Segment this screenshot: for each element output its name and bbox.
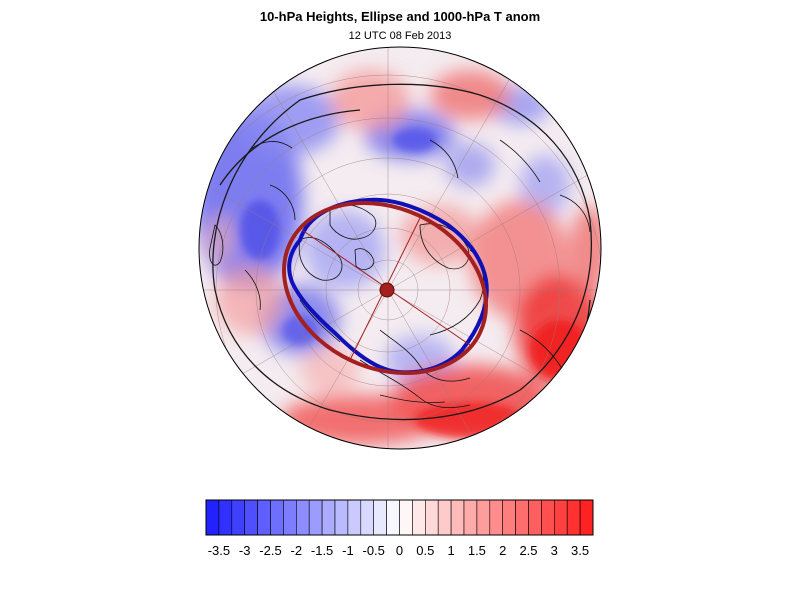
colorbar-cell (231, 499, 246, 536)
colorbar-cell (218, 499, 233, 536)
map-title: 10-hPa Heights, Ellipse and 1000-hPa T a… (259, 9, 541, 24)
colorbar-cell (463, 499, 478, 536)
colorbar-outline (205, 499, 594, 536)
anomaly-field (199, 47, 601, 449)
colorbar-cell (412, 499, 426, 536)
colorbar-cell (528, 499, 542, 536)
colorbar-tick-label: 2.5 (519, 543, 538, 558)
colorbar-cell (270, 499, 284, 536)
colorbar-cell (566, 499, 581, 536)
colorbar-tick-label: -2.5 (259, 543, 282, 558)
globe-outline (198, 46, 602, 450)
ellipse-center-marker (379, 282, 395, 298)
colorbar-tick-label: 1 (447, 543, 455, 558)
colorbar-cell (205, 499, 220, 536)
vortex-edge-contour (287, 197, 489, 375)
map-subtitle: 12 UTC 08 Feb 2013 (348, 30, 452, 42)
colorbar-cell (399, 499, 413, 536)
colorbar-cell (308, 499, 323, 536)
colorbar-cell (283, 499, 297, 536)
colorbar-cell (386, 499, 400, 536)
colorbar-tick-label: 0 (395, 543, 404, 558)
colorbar-tick-label: 3 (550, 543, 558, 558)
colorbar-cell (476, 499, 491, 536)
colorbar-cell (244, 499, 258, 536)
colorbar-tick-label: -1 (342, 543, 354, 558)
colorbar-cell (373, 499, 387, 536)
colorbar-cell (553, 499, 568, 536)
colorbar-tick-label: -3.5 (207, 543, 231, 558)
colorbar-tick-label: -1.5 (310, 543, 334, 558)
colorbar-cell (295, 499, 310, 536)
colorbar-tick-label: 0.5 (416, 543, 435, 558)
colorbar-cell (489, 499, 503, 536)
colorbar-cell (321, 499, 336, 536)
colorbar-cell (579, 499, 594, 536)
colorbar-cell (541, 499, 555, 536)
colorbar-cell (424, 499, 439, 536)
vortex-ellipse (282, 200, 488, 376)
colorbar-cell (437, 499, 452, 536)
colorbar-tick-label: -2 (290, 543, 303, 558)
colorbar-cell (347, 499, 362, 536)
colorbar-cell (334, 499, 349, 536)
colorbar-tick-label: 1.5 (467, 543, 486, 558)
colorbar-tick-label: 2 (499, 543, 507, 558)
colorbar-cell (502, 499, 516, 536)
colorbar-tick-label: 3.5 (571, 543, 590, 558)
colorbar-cell (450, 499, 465, 536)
colorbar-cell (515, 499, 529, 536)
colorbar-cell (257, 499, 271, 536)
colorbar-cell (360, 499, 374, 536)
colorbar-tick-label: -0.5 (362, 543, 385, 558)
colorbar-tick-label: -3 (238, 543, 251, 558)
